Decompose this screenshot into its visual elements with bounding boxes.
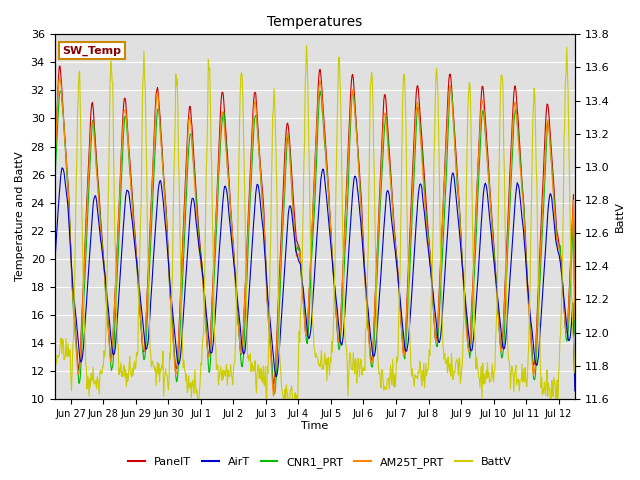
X-axis label: Time: Time (301, 421, 328, 432)
Text: SW_Temp: SW_Temp (62, 45, 122, 56)
Y-axis label: Temperature and BattV: Temperature and BattV (15, 152, 25, 281)
Title: Temperatures: Temperatures (267, 15, 362, 29)
Legend: PanelT, AirT, CNR1_PRT, AM25T_PRT, BattV: PanelT, AirT, CNR1_PRT, AM25T_PRT, BattV (124, 452, 516, 472)
Y-axis label: BattV: BattV (615, 201, 625, 232)
